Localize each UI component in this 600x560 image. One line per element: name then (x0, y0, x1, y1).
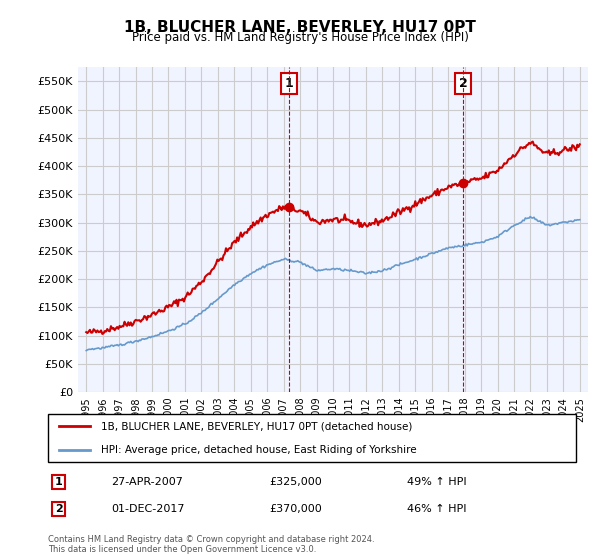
Text: 2: 2 (459, 77, 467, 90)
Text: 49% ↑ HPI: 49% ↑ HPI (407, 477, 467, 487)
Text: 1B, BLUCHER LANE, BEVERLEY, HU17 0PT (detached house): 1B, BLUCHER LANE, BEVERLEY, HU17 0PT (de… (101, 421, 412, 431)
Text: HPI: Average price, detached house, East Riding of Yorkshire: HPI: Average price, detached house, East… (101, 445, 416, 455)
FancyBboxPatch shape (48, 414, 576, 462)
Text: Price paid vs. HM Land Registry's House Price Index (HPI): Price paid vs. HM Land Registry's House … (131, 31, 469, 44)
Text: 27-APR-2007: 27-APR-2007 (112, 477, 183, 487)
Text: 1: 1 (55, 477, 62, 487)
Text: 1B, BLUCHER LANE, BEVERLEY, HU17 0PT: 1B, BLUCHER LANE, BEVERLEY, HU17 0PT (124, 20, 476, 35)
Text: 01-DEC-2017: 01-DEC-2017 (112, 504, 185, 514)
Text: £370,000: £370,000 (270, 504, 323, 514)
Text: Contains HM Land Registry data © Crown copyright and database right 2024.
This d: Contains HM Land Registry data © Crown c… (48, 535, 374, 554)
Text: 1: 1 (284, 77, 293, 90)
Text: 46% ↑ HPI: 46% ↑ HPI (407, 504, 467, 514)
Text: £325,000: £325,000 (270, 477, 323, 487)
Text: 2: 2 (55, 504, 62, 514)
